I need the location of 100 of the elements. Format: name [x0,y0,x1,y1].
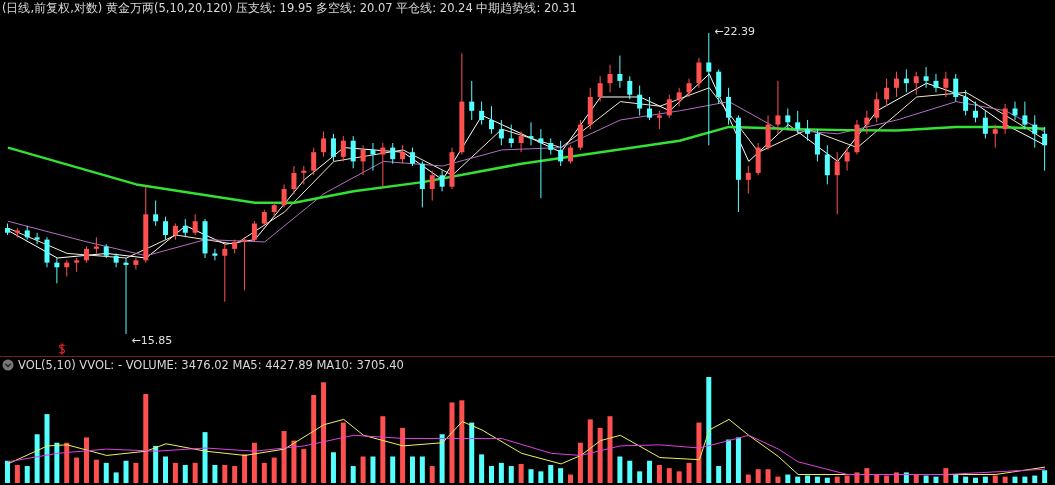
candlestick [469,80,475,121]
bar [864,468,870,483]
bar [666,468,672,483]
bar [785,474,791,483]
bar [93,459,99,483]
candlestick [834,151,840,215]
candlestick [933,73,939,93]
bar [459,400,465,483]
bar [449,402,455,483]
bar [74,457,80,483]
bar [113,472,119,483]
bar [54,442,60,483]
annotation: ←22.39 [714,24,755,38]
candlestick [785,108,791,130]
bar [380,416,386,483]
candlestick [874,91,880,123]
bar [103,462,109,483]
candlestick [963,89,969,116]
bar [1032,475,1038,483]
candlestick [666,94,672,119]
candlestick [992,124,998,149]
bar [696,422,702,483]
candlestick [953,73,959,103]
bar [1042,470,1048,483]
candlestick [558,140,564,167]
candlestick [518,131,524,153]
candlestick [706,32,712,146]
candlestick [844,147,850,172]
bar [933,476,939,483]
bar [311,395,317,483]
bar [479,454,485,483]
bar [884,475,890,483]
bar [251,442,257,483]
bar [814,476,820,483]
candlestick [212,248,218,261]
candlestick [1002,103,1008,135]
candlestick [775,80,781,135]
bar [261,462,267,483]
bar [143,393,149,483]
bar [726,439,732,483]
candlestick [340,135,346,162]
bar [202,432,208,483]
bar [301,449,307,483]
candlestick [133,257,139,271]
bar [627,460,633,483]
bar [765,469,771,483]
bar [716,466,722,483]
bar [34,434,40,483]
bar [568,474,574,483]
candlestick [745,165,751,195]
candlestick [814,128,820,162]
chart-title: (日线,前复权,对数) 黄金万两(5,10,20,120) 压支线: 19.95 多空线: 20.07 平仓线: 20.24 中期趋势线: 20.31 [2,1,577,16]
candlestick [647,96,653,121]
candlestick [696,57,702,89]
bar [222,464,228,483]
bar [844,475,850,483]
candlestick [913,71,919,96]
candlestick [923,66,929,89]
bar [686,462,692,483]
candlestick [390,142,396,165]
bar [805,475,811,483]
bar [488,466,494,483]
bar [676,471,682,483]
bar [232,466,238,483]
bar [163,456,169,483]
bar [656,464,662,483]
bar [854,472,860,483]
candlestick [192,213,198,236]
bar [795,476,801,483]
bar [133,462,139,483]
bar [498,462,504,483]
bar [439,434,445,483]
bar [647,460,653,483]
candlestick [508,124,514,149]
annotation: ←15.85 [131,333,173,347]
bar [429,466,435,483]
candlestick [577,119,583,151]
bar [587,419,593,483]
bar [1022,476,1028,483]
candlestick [153,200,159,227]
candlestick [982,110,988,139]
candlestick [409,147,415,167]
bar [360,456,366,483]
candlestick [568,144,574,165]
candlestick [597,75,603,103]
candlestick [864,110,870,135]
candlestick [1022,101,1028,130]
bar [558,468,564,483]
bar [735,437,741,483]
candlestick [321,131,327,158]
bar [518,463,524,483]
candlestick [311,147,317,176]
bar [469,422,475,483]
candlestick [824,144,830,185]
bar [350,466,356,483]
candlestick [479,101,485,126]
candlestick [943,71,949,98]
bar [893,472,899,483]
bar [1012,476,1018,483]
bar [706,377,712,483]
